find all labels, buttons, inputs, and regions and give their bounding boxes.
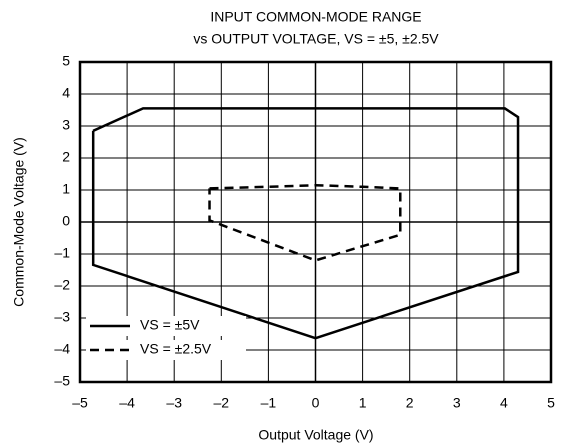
y-tick-label: –4 [54, 341, 70, 357]
x-tick-label: –5 [72, 395, 88, 411]
x-axis-label: Output Voltage (V) [258, 427, 373, 443]
y-tick-label: 3 [62, 117, 70, 133]
x-tick-label: –2 [214, 395, 230, 411]
y-tick-label: –2 [54, 277, 70, 293]
series-line [208, 183, 402, 262]
y-tick-label: 5 [62, 53, 70, 69]
series-line [91, 107, 520, 340]
chart-title: INPUT COMMON-MODE RANGE [210, 9, 421, 25]
x-tick-label: 4 [500, 395, 508, 411]
y-tick-label: 1 [62, 181, 70, 197]
y-tick-label: 2 [62, 149, 70, 165]
y-tick-label: 0 [62, 213, 70, 229]
chart-title: vs OUTPUT VOLTAGE, VS = ±5, ±2.5V [193, 31, 439, 47]
x-tick-label: 2 [406, 395, 414, 411]
legend-bg [86, 316, 246, 336]
x-tick-label: –4 [119, 395, 135, 411]
legend-bg [86, 340, 246, 360]
x-tick-label: 3 [453, 395, 461, 411]
x-tick-label: –1 [261, 395, 277, 411]
legend-label: VS = ±5V [140, 317, 200, 333]
x-tick-label: –3 [166, 395, 182, 411]
x-tick-label: 5 [547, 395, 555, 411]
plot-frame [78, 60, 553, 384]
y-tick-label: 4 [62, 85, 70, 101]
legend-label: VS = ±2.5V [140, 341, 212, 357]
y-tick-label: –1 [54, 245, 70, 261]
y-tick-label: –3 [54, 309, 70, 325]
y-tick-label: –5 [54, 373, 70, 389]
y-axis-label: Common-Mode Voltage (V) [11, 137, 27, 307]
x-tick-label: 1 [359, 395, 367, 411]
x-tick-label: 0 [312, 395, 320, 411]
